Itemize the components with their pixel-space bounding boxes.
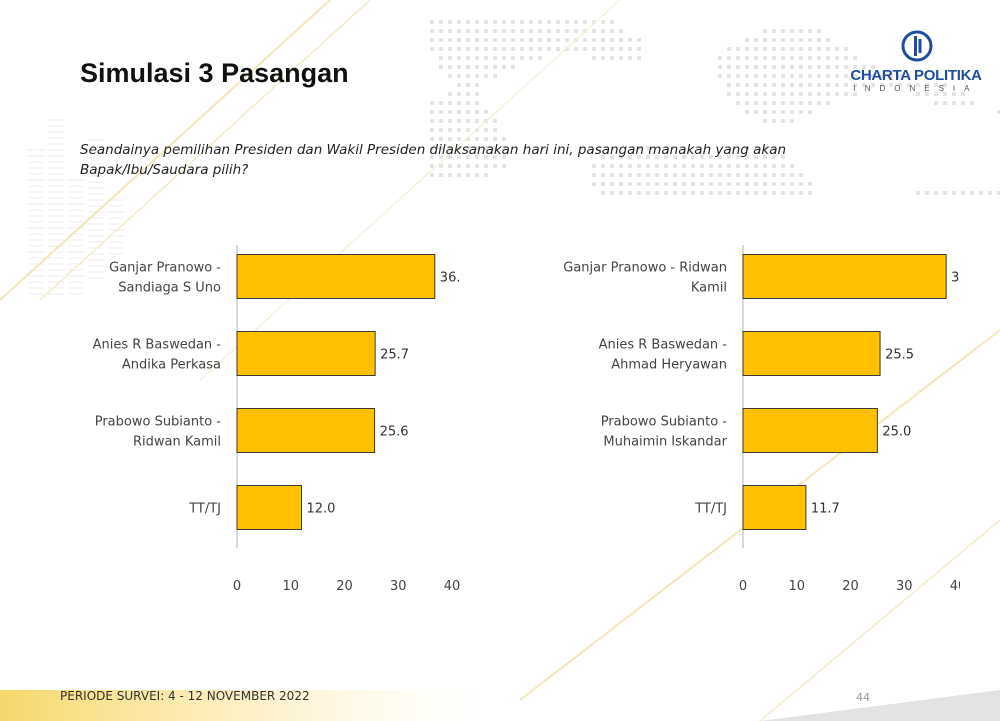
x-tick-label: 0 xyxy=(739,579,747,594)
category-label: Ahmad Heryawan xyxy=(611,358,727,373)
bar xyxy=(236,254,436,299)
bar-chart-left: 36.8 Ganjar Pranowo - Sandiaga S Uno 25.7 An… xyxy=(93,245,460,594)
category-label: Prabowo Subianto - xyxy=(95,415,222,430)
bar xyxy=(742,408,878,453)
charta-politika-logo-icon xyxy=(901,30,933,62)
page-number: 44 xyxy=(856,691,870,704)
logo-subtitle: INDONESIA xyxy=(853,84,979,93)
x-tick-label: 10 xyxy=(788,579,805,594)
footer-corner-shape xyxy=(760,690,1000,721)
category-label: TT/TJ xyxy=(694,502,727,517)
value-label: 25.7 xyxy=(380,348,409,363)
bar xyxy=(236,331,376,376)
value-label: 25.5 xyxy=(885,348,914,363)
map-dot-pattern xyxy=(430,20,1000,195)
category-label: Ridwan Kamil xyxy=(133,435,221,450)
bar xyxy=(236,485,302,530)
value-label: 25.0 xyxy=(882,425,911,440)
brand-logo: CHARTA POLITIKA INDONESIA xyxy=(832,30,1000,96)
page-title: Simulasi 3 Pasangan xyxy=(80,58,349,88)
x-tick-label: 40 xyxy=(950,579,960,594)
value-label: 36.8 xyxy=(440,271,460,286)
x-tick-label: 40 xyxy=(444,579,460,594)
category-label: Muhaimin Iskandar xyxy=(603,435,727,450)
survey-period: PERIODE SURVEI: 4 - 12 NOVEMBER 2022 xyxy=(60,689,310,703)
category-label: TT/TJ xyxy=(188,502,221,517)
category-label: Andika Perkasa xyxy=(122,358,221,373)
category-label: Ganjar Pranowo - xyxy=(109,261,221,276)
value-label: 37.8 xyxy=(951,271,960,286)
x-tick-label: 10 xyxy=(282,579,299,594)
logo-name: CHARTA POLITIKA xyxy=(850,67,982,84)
category-label: Anies R Baswedan - xyxy=(599,338,728,353)
category-label: Kamil xyxy=(691,281,727,296)
bar xyxy=(742,485,807,530)
bar-chart-right: 37.8 Ganjar Pranowo - Ridwan Kamil 25.5 Anie… xyxy=(563,245,960,594)
bar xyxy=(236,408,376,453)
survey-question: Seandainya pemilihan Presiden dan Wakil … xyxy=(80,142,787,178)
bar xyxy=(742,331,881,376)
value-label: 25.6 xyxy=(380,425,409,440)
value-label: 11.7 xyxy=(811,502,840,517)
x-tick-label: 30 xyxy=(896,579,913,594)
footer-accent-bar xyxy=(0,690,520,721)
x-tick-label: 20 xyxy=(336,579,353,594)
category-label: Sandiaga S Uno xyxy=(118,281,221,296)
category-label: Prabowo Subianto - xyxy=(601,415,728,430)
category-label: Anies R Baswedan - xyxy=(93,338,222,353)
x-tick-label: 30 xyxy=(390,579,407,594)
x-tick-label: 20 xyxy=(842,579,859,594)
building-line-pattern xyxy=(28,119,124,295)
value-label: 12.0 xyxy=(307,502,336,517)
category-label: Ganjar Pranowo - Ridwan xyxy=(563,261,727,276)
x-tick-label: 0 xyxy=(233,579,241,594)
bar xyxy=(742,254,947,299)
